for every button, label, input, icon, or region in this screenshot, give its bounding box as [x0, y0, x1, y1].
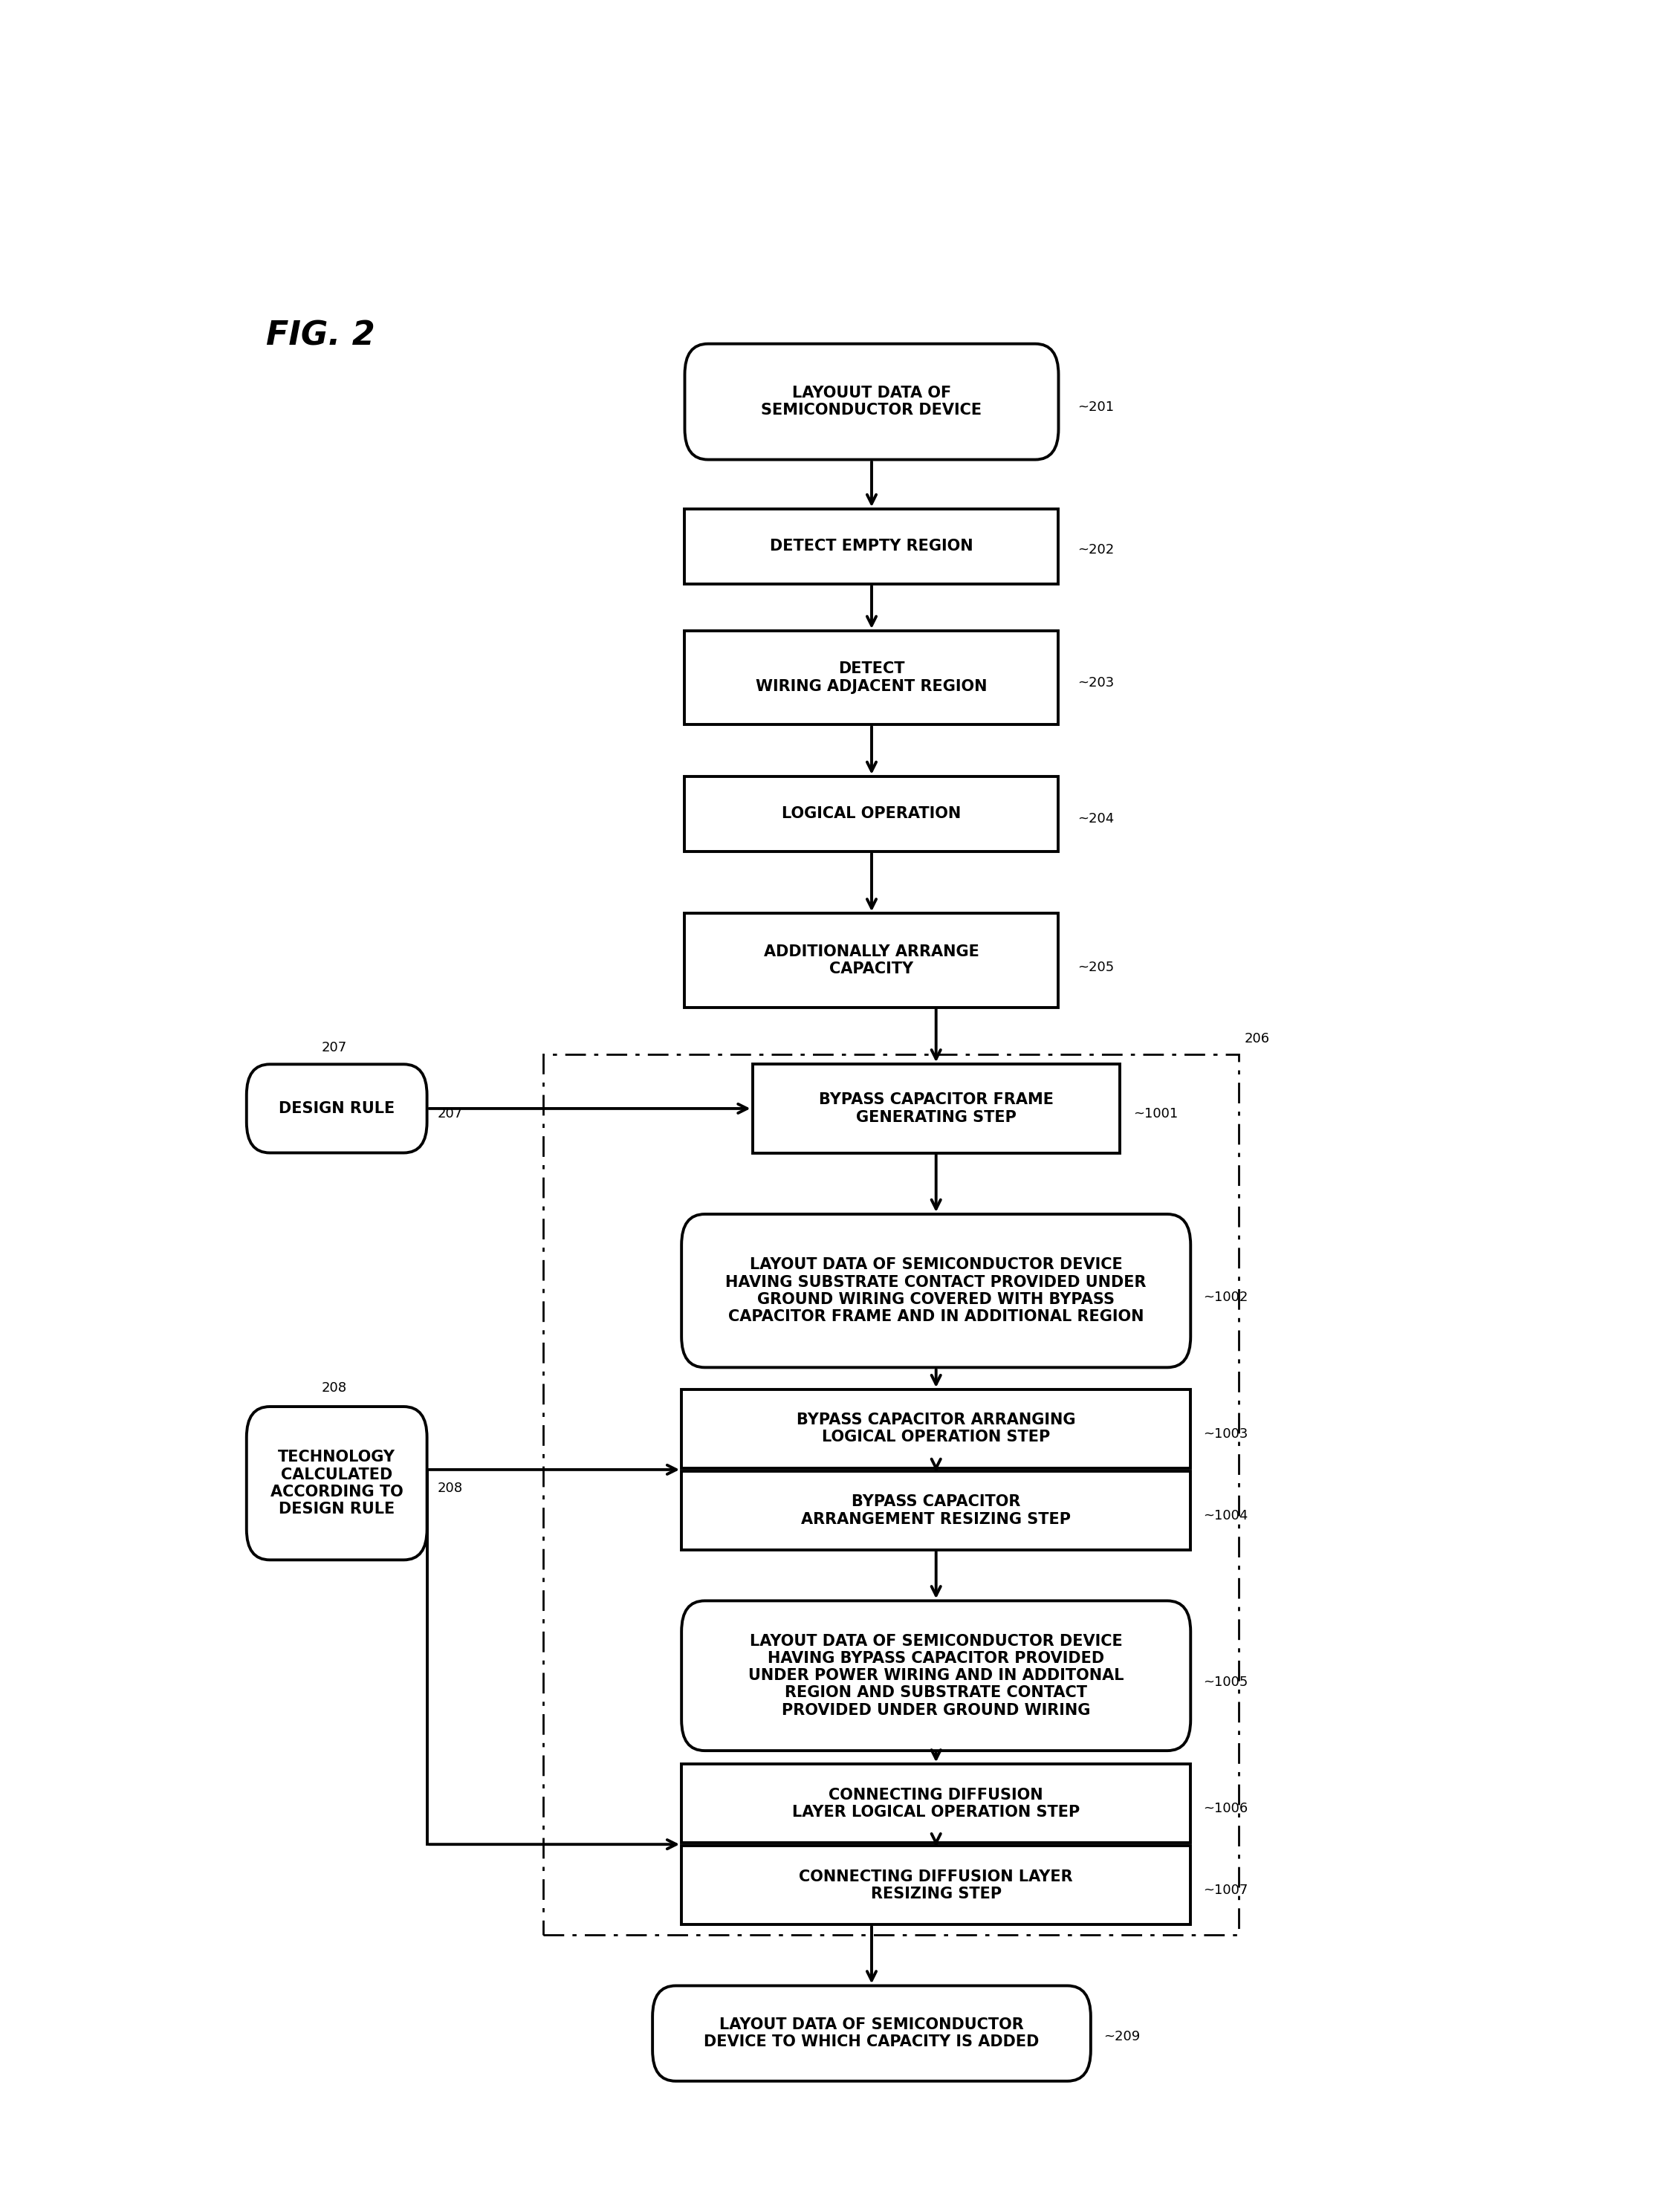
- Text: ~1005: ~1005: [1202, 1677, 1247, 1690]
- Text: ~1002: ~1002: [1202, 1292, 1247, 1305]
- Bar: [682, 1471, 1191, 1551]
- FancyBboxPatch shape: [685, 343, 1058, 460]
- Text: DETECT EMPTY REGION: DETECT EMPTY REGION: [770, 540, 973, 553]
- Text: BYPASS CAPACITOR
ARRANGEMENT RESIZING STEP: BYPASS CAPACITOR ARRANGEMENT RESIZING ST…: [802, 1495, 1071, 1526]
- FancyBboxPatch shape: [246, 1407, 427, 1559]
- Bar: [682, 1765, 1191, 1843]
- Text: 207: 207: [321, 1040, 348, 1055]
- Text: ~201: ~201: [1078, 400, 1114, 414]
- Text: 206: 206: [1244, 1033, 1269, 1046]
- Text: DESIGN RULE: DESIGN RULE: [279, 1102, 394, 1117]
- Text: ~1007: ~1007: [1202, 1885, 1247, 1898]
- Text: BYPASS CAPACITOR ARRANGING
LOGICAL OPERATION STEP: BYPASS CAPACITOR ARRANGING LOGICAL OPERA…: [797, 1413, 1076, 1444]
- Text: LAYOUT DATA OF SEMICONDUCTOR
DEVICE TO WHICH CAPACITY IS ADDED: LAYOUT DATA OF SEMICONDUCTOR DEVICE TO W…: [703, 2017, 1039, 2051]
- FancyBboxPatch shape: [682, 1214, 1191, 1367]
- Text: ~204: ~204: [1078, 812, 1114, 825]
- Text: 208: 208: [437, 1482, 462, 1495]
- FancyBboxPatch shape: [246, 1064, 427, 1152]
- Text: ~1006: ~1006: [1202, 1803, 1247, 1816]
- Bar: [685, 509, 1058, 584]
- Text: CONNECTING DIFFUSION LAYER
RESIZING STEP: CONNECTING DIFFUSION LAYER RESIZING STEP: [800, 1869, 1073, 1902]
- Text: ~1001: ~1001: [1133, 1106, 1177, 1119]
- Bar: [685, 776, 1058, 852]
- Text: ~1003: ~1003: [1202, 1427, 1247, 1440]
- Text: CONNECTING DIFFUSION
LAYER LOGICAL OPERATION STEP: CONNECTING DIFFUSION LAYER LOGICAL OPERA…: [792, 1787, 1079, 1820]
- Text: TECHNOLOGY
CALCULATED
ACCORDING TO
DESIGN RULE: TECHNOLOGY CALCULATED ACCORDING TO DESIG…: [271, 1451, 402, 1517]
- Text: 208: 208: [321, 1380, 346, 1396]
- Bar: [685, 914, 1058, 1006]
- Text: ~205: ~205: [1078, 960, 1114, 973]
- Text: ~209: ~209: [1104, 2031, 1141, 2044]
- Text: ~1004: ~1004: [1202, 1509, 1247, 1522]
- Text: ~203: ~203: [1078, 677, 1114, 690]
- Bar: [685, 630, 1058, 726]
- Text: DETECT
WIRING ADJACENT REGION: DETECT WIRING ADJACENT REGION: [757, 661, 988, 695]
- Text: FIG. 2: FIG. 2: [266, 321, 374, 352]
- FancyBboxPatch shape: [652, 1986, 1091, 2081]
- Text: ADDITIONALLY ARRANGE
CAPACITY: ADDITIONALLY ARRANGE CAPACITY: [763, 945, 980, 975]
- Bar: [682, 1847, 1191, 1924]
- Text: BYPASS CAPACITOR FRAME
GENERATING STEP: BYPASS CAPACITOR FRAME GENERATING STEP: [818, 1093, 1053, 1124]
- Text: 207: 207: [437, 1106, 462, 1119]
- Text: ~202: ~202: [1078, 544, 1114, 557]
- FancyBboxPatch shape: [682, 1601, 1191, 1750]
- Text: LAYOUUT DATA OF
SEMICONDUCTOR DEVICE: LAYOUUT DATA OF SEMICONDUCTOR DEVICE: [762, 385, 983, 418]
- Text: LAYOUT DATA OF SEMICONDUCTOR DEVICE
HAVING BYPASS CAPACITOR PROVIDED
UNDER POWER: LAYOUT DATA OF SEMICONDUCTOR DEVICE HAVI…: [748, 1635, 1124, 1719]
- Bar: [682, 1389, 1191, 1469]
- Bar: [752, 1064, 1119, 1152]
- Text: LAYOUT DATA OF SEMICONDUCTOR DEVICE
HAVING SUBSTRATE CONTACT PROVIDED UNDER
GROU: LAYOUT DATA OF SEMICONDUCTOR DEVICE HAVI…: [725, 1256, 1146, 1325]
- Text: LOGICAL OPERATION: LOGICAL OPERATION: [782, 807, 961, 821]
